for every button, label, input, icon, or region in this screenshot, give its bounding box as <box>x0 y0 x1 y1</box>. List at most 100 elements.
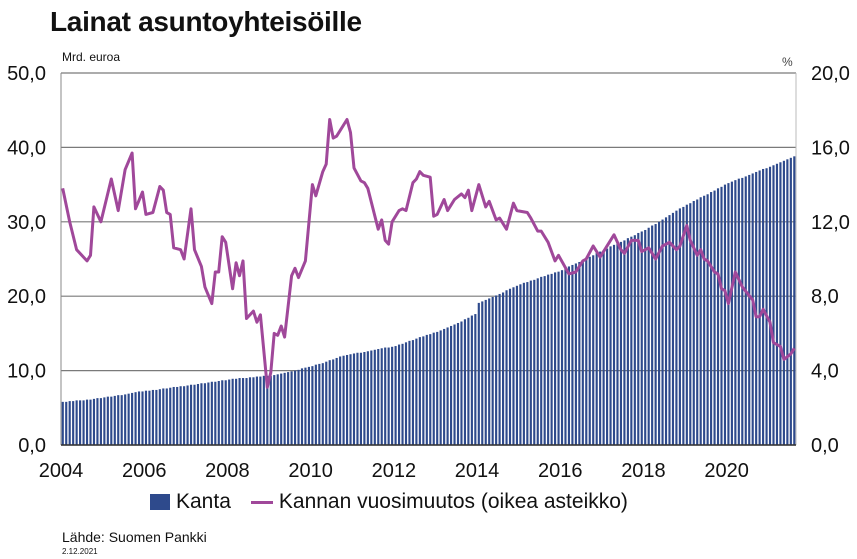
bar <box>307 366 310 445</box>
bar <box>127 393 130 445</box>
bar <box>415 338 418 445</box>
bar <box>248 377 252 445</box>
bar <box>252 377 255 445</box>
bar <box>245 378 248 445</box>
bar <box>221 380 224 445</box>
bar <box>155 389 158 445</box>
bar <box>786 159 789 445</box>
bar <box>751 173 754 445</box>
bar <box>730 181 733 445</box>
bar <box>554 272 557 445</box>
bar <box>65 401 68 445</box>
bar <box>762 168 765 445</box>
change-line <box>61 118 796 389</box>
bar <box>380 348 383 445</box>
x-tick-label: 2018 <box>621 460 666 482</box>
bar <box>775 163 779 445</box>
bar <box>300 368 304 445</box>
left-tick-label: 20,0 <box>7 286 46 308</box>
bar <box>502 292 505 445</box>
bar <box>606 248 609 445</box>
bar <box>744 176 747 445</box>
bar <box>609 246 612 445</box>
bar <box>727 183 730 445</box>
bar <box>446 327 449 445</box>
bar <box>477 302 480 445</box>
bar <box>692 200 695 445</box>
bar <box>148 390 151 445</box>
bar <box>366 351 369 445</box>
bar <box>578 261 581 445</box>
bar <box>131 392 134 445</box>
bar <box>495 295 498 445</box>
bar <box>394 346 397 445</box>
x-tick-label: 2012 <box>372 460 417 482</box>
publication-date: 2.12.2021 <box>62 547 98 556</box>
bar <box>370 350 373 445</box>
bar <box>82 400 85 445</box>
bar <box>238 378 241 445</box>
right-tick-label: 8,0 <box>811 286 839 308</box>
source-note: Lähde: Suomen Pankki <box>62 529 207 545</box>
bar <box>602 250 605 445</box>
bar <box>96 398 99 445</box>
bar <box>470 315 473 445</box>
bar <box>189 384 193 445</box>
bar <box>505 290 508 445</box>
bar <box>443 328 446 445</box>
bar <box>352 353 356 445</box>
bar <box>612 244 616 445</box>
x-tick-label: 2020 <box>704 460 749 482</box>
x-tick-label: 2016 <box>538 460 583 482</box>
bar <box>723 184 727 445</box>
bar <box>110 396 113 445</box>
left-tick-label: 0,0 <box>18 435 46 457</box>
bar <box>408 340 411 445</box>
x-tick-label: 2006 <box>122 460 167 482</box>
bar <box>165 388 168 445</box>
bar <box>706 194 709 445</box>
bar <box>134 392 137 445</box>
bar <box>658 221 661 445</box>
bar <box>588 256 591 445</box>
bar <box>162 388 165 445</box>
chart-title: Lainat asuntoyhteisöille <box>50 6 362 37</box>
bar <box>675 210 678 445</box>
bar <box>196 383 200 445</box>
bar <box>422 336 425 445</box>
bar <box>210 381 213 445</box>
bar <box>682 206 685 445</box>
bar <box>106 396 109 445</box>
bar <box>720 186 723 445</box>
bar <box>144 390 148 445</box>
bar <box>515 285 519 445</box>
bar <box>314 364 317 445</box>
bar <box>571 264 574 445</box>
bar <box>536 278 539 445</box>
bar <box>345 354 349 445</box>
bar <box>789 157 792 446</box>
bar <box>79 400 82 445</box>
bar <box>183 386 186 445</box>
bar <box>276 374 279 445</box>
bar <box>425 334 428 445</box>
bar <box>113 395 116 445</box>
x-tick-label: 2008 <box>205 460 250 482</box>
bar <box>755 171 758 445</box>
bar <box>432 332 435 445</box>
bar <box>269 375 272 445</box>
bar <box>519 284 522 445</box>
bar <box>235 378 238 445</box>
bar <box>266 375 269 445</box>
legend-line-swatch <box>250 500 273 504</box>
bar <box>685 204 688 445</box>
bar <box>703 195 706 445</box>
bar <box>661 219 664 445</box>
bar <box>404 342 408 445</box>
legend-label-kanta: Kanta <box>176 490 231 513</box>
bar <box>72 401 75 445</box>
bar <box>328 360 331 445</box>
bar <box>564 268 567 445</box>
